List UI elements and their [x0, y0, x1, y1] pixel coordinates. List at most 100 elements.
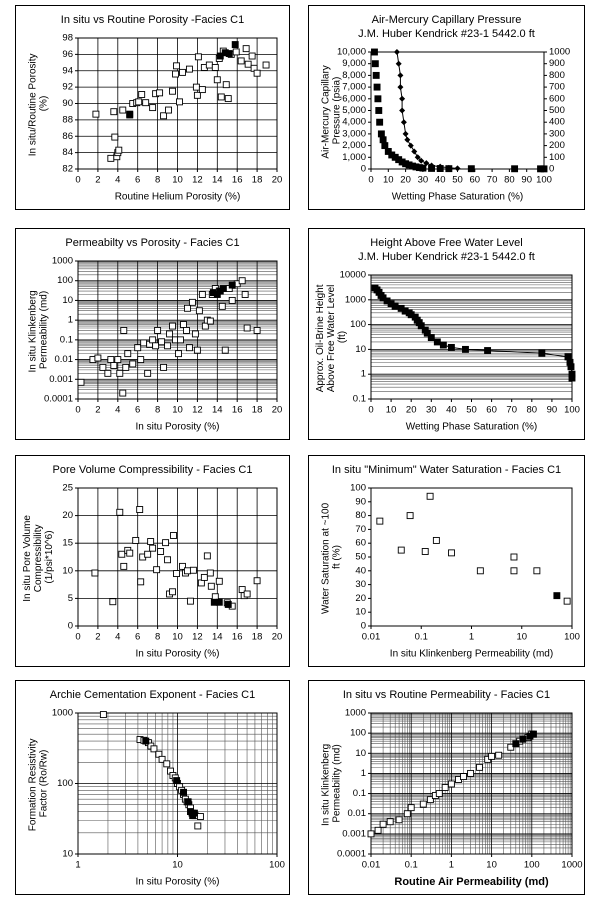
- y2-tick-label: 900: [549, 58, 565, 69]
- chart-title: In situ vs Routine Porosity -Facies C1: [61, 14, 244, 26]
- point: [232, 48, 240, 56]
- point: [445, 164, 452, 171]
- point: [533, 567, 541, 575]
- point: [170, 532, 177, 539]
- x-tick-label: 0: [75, 405, 80, 416]
- plot-area: [99, 711, 204, 830]
- point: [169, 322, 176, 330]
- point: [510, 567, 518, 575]
- point: [150, 745, 158, 753]
- y2-tick-label: 1000: [549, 47, 570, 58]
- point: [152, 342, 160, 350]
- x-tick-label: 0.1: [405, 860, 418, 871]
- x-axis-label: Wetting Phase Saturation (%): [406, 422, 538, 433]
- point: [144, 369, 152, 377]
- y-tick-label: 1000: [345, 708, 366, 719]
- x-tick-label: 20: [406, 405, 417, 416]
- y-tick-label: 0: [361, 164, 366, 175]
- y-tick-label: 10: [355, 344, 366, 355]
- point: [448, 549, 455, 557]
- point: [238, 277, 246, 285]
- point: [142, 737, 150, 745]
- chart-panel: Permeabilty vs Porosity - Facies C1 0.000…: [15, 228, 290, 440]
- point: [403, 810, 411, 818]
- point: [144, 550, 152, 558]
- y-tick-label: 10: [62, 849, 73, 860]
- y-tick-label: 0: [68, 621, 73, 632]
- y-tick-label: 82: [62, 164, 73, 175]
- point: [397, 84, 404, 91]
- x-tick-label: 30: [418, 175, 429, 186]
- y-tick-label: 90: [355, 496, 366, 507]
- point: [195, 307, 203, 315]
- y-tick-label: 7,000: [342, 82, 366, 93]
- x-axis-label: In situ Porosity (%): [136, 649, 220, 660]
- point: [511, 165, 519, 173]
- point: [149, 104, 157, 112]
- x-tick-label: 50: [452, 175, 463, 186]
- plot-frame: [370, 274, 573, 400]
- x-axis-label: In situ Porosity (%): [136, 422, 220, 433]
- x-tick-label: 90: [521, 175, 532, 186]
- point: [94, 354, 102, 362]
- y-tick-label: 1000: [52, 256, 73, 267]
- point: [120, 327, 128, 334]
- y-axis-label: Air-Mercury Capillary Pressure (psia): [320, 62, 342, 158]
- point: [418, 157, 425, 164]
- point: [376, 118, 384, 126]
- point: [116, 369, 124, 377]
- point: [77, 378, 85, 386]
- point: [192, 83, 200, 91]
- point: [467, 769, 475, 777]
- point: [163, 760, 171, 768]
- y-tick-label: 25: [62, 483, 73, 494]
- point: [253, 577, 261, 585]
- series-line: [396, 51, 458, 169]
- y-tick-label: 0.001: [342, 828, 366, 839]
- x-axis-label: Routine Air Permeability (md): [394, 876, 549, 888]
- x-tick-label: 0: [75, 175, 80, 186]
- y-tick-label: 10: [62, 565, 73, 576]
- y-tick-label: 30: [355, 579, 366, 590]
- x-tick-label: 4: [115, 405, 120, 416]
- x-tick-label: 60: [486, 405, 497, 416]
- point: [447, 343, 455, 351]
- point: [371, 60, 379, 68]
- point: [374, 95, 382, 103]
- x-axis-label: Routine Helium Porosity (%): [115, 192, 241, 203]
- point: [454, 165, 461, 172]
- point: [530, 730, 537, 738]
- x-tick-label: 20: [272, 175, 283, 186]
- point: [166, 330, 173, 338]
- y-tick-label: 96: [62, 49, 73, 60]
- point: [568, 374, 576, 382]
- point: [193, 91, 201, 99]
- x-tick-label: 70: [487, 175, 498, 186]
- y2-tick-label: 500: [549, 105, 565, 116]
- x-tick-label: 60: [470, 175, 481, 186]
- point: [183, 304, 191, 312]
- point: [423, 160, 430, 167]
- x-tick-label: 18: [252, 175, 263, 186]
- point: [140, 339, 148, 347]
- point: [242, 45, 250, 53]
- point: [124, 350, 132, 358]
- x-tick-label: 6: [135, 405, 140, 416]
- point: [129, 360, 137, 368]
- point: [99, 711, 107, 719]
- plot-frame: [77, 260, 278, 400]
- point: [213, 76, 221, 84]
- point: [426, 796, 434, 804]
- x-tick-label: 18: [252, 632, 263, 643]
- chart-title: Pore Volume Compressibility - Facies C1: [53, 464, 253, 476]
- point: [111, 133, 119, 141]
- point: [149, 336, 157, 344]
- x-tick-label: 8: [155, 632, 160, 643]
- point: [122, 363, 130, 371]
- y-tick-label: 1: [68, 315, 73, 326]
- y-tick-label: 84: [62, 147, 73, 158]
- point: [512, 740, 520, 748]
- chart: In situ vs Routine Permeability - Facies…: [320, 689, 582, 888]
- point: [367, 830, 375, 838]
- y-tick-label: 5,000: [342, 105, 366, 116]
